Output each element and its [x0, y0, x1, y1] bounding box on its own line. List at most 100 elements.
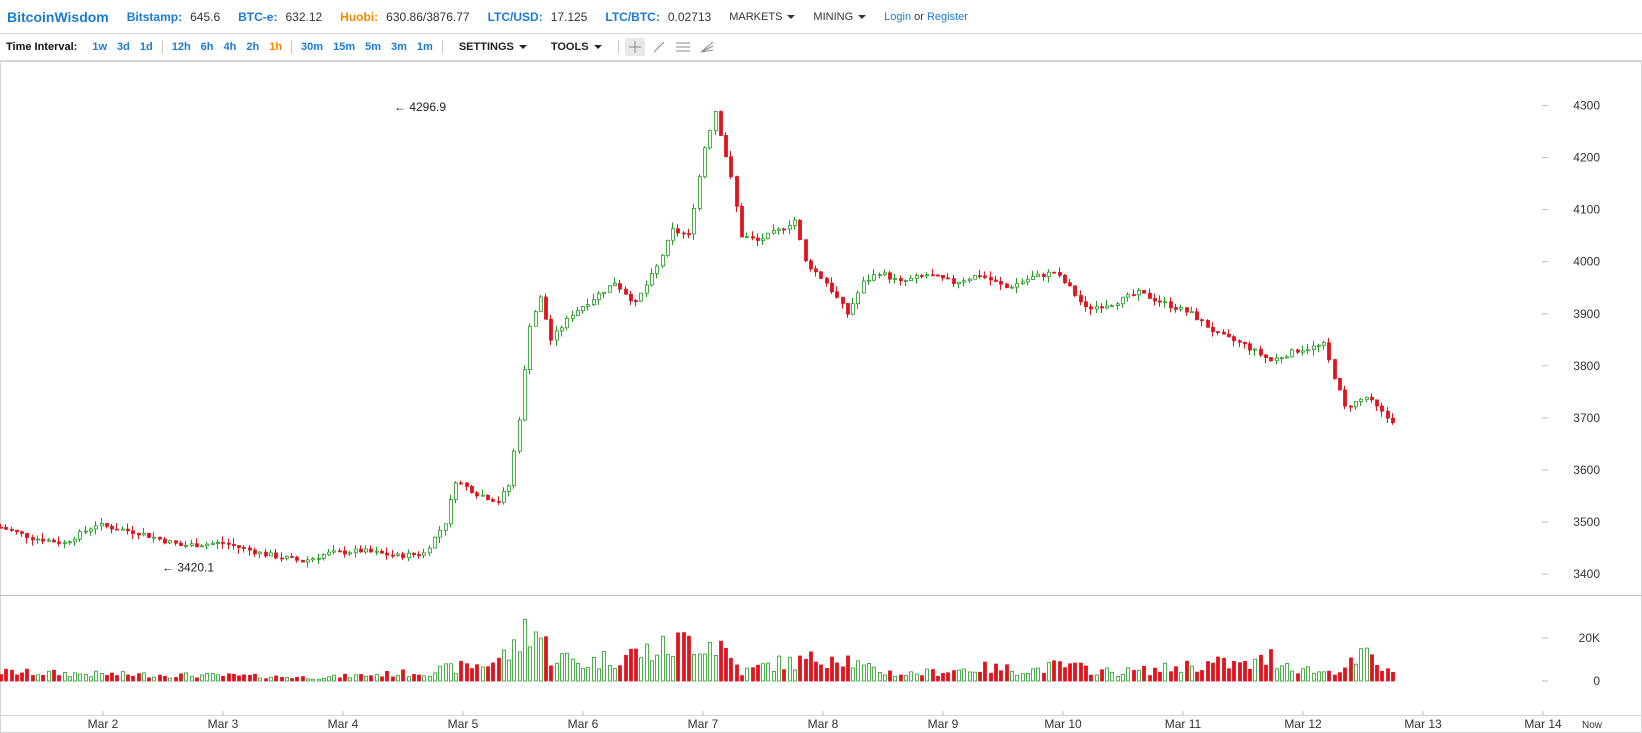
- candle-body: [788, 225, 792, 230]
- candle-body: [581, 306, 585, 312]
- candle-body: [1142, 289, 1146, 294]
- candle-body: [301, 559, 305, 563]
- horizontal-lines-icon[interactable]: [673, 38, 693, 56]
- candle-body: [756, 237, 760, 241]
- ticker-item[interactable]: Huobi: 630.86/3876.77: [340, 10, 469, 24]
- candle-body: [851, 303, 855, 315]
- tools-menu[interactable]: TOOLS: [551, 41, 602, 53]
- volume-bar: [804, 658, 808, 682]
- interval-1m[interactable]: 1m: [416, 41, 433, 53]
- candle-body: [708, 130, 712, 149]
- crosshair-icon[interactable]: [624, 38, 645, 56]
- volume-bar: [1036, 667, 1040, 682]
- volume-bar: [205, 672, 209, 682]
- volume-bar: [629, 648, 633, 682]
- candle-body: [0, 526, 3, 529]
- volume-bar: [1275, 668, 1279, 682]
- volume-bar: [968, 671, 972, 682]
- interval-1h[interactable]: 1h: [269, 41, 283, 53]
- brand-logo[interactable]: BitcoinWisdom: [7, 8, 109, 25]
- volume-bar: [1158, 671, 1162, 682]
- candle-body: [269, 552, 273, 557]
- candle-body: [31, 537, 35, 541]
- candle-body: [152, 536, 156, 539]
- interval-1d[interactable]: 1d: [139, 41, 153, 53]
- login-link[interactable]: Login: [884, 10, 912, 23]
- fibonacci-fan-icon[interactable]: [697, 38, 717, 56]
- candle-body: [407, 552, 411, 559]
- ticker-item[interactable]: Bitstamp: 645.6: [127, 10, 220, 24]
- markets-menu[interactable]: MARKETS: [729, 11, 796, 23]
- interval-12h[interactable]: 12h: [171, 41, 191, 53]
- candle-body: [1010, 286, 1014, 289]
- candle-body: [396, 553, 400, 556]
- volume-bar: [1021, 673, 1025, 682]
- volume-bar: [507, 659, 511, 682]
- interval-1w[interactable]: 1w: [92, 41, 108, 53]
- volume-bar: [624, 654, 628, 682]
- x-tick-label: Mar 10: [1044, 717, 1082, 731]
- candle-body: [1126, 294, 1130, 298]
- candle-body: [227, 542, 231, 545]
- volume-bar: [1084, 665, 1088, 682]
- volume-bar: [1296, 673, 1300, 682]
- candle-body: [470, 486, 474, 494]
- volume-bar: [639, 657, 643, 682]
- candle-body: [57, 541, 61, 544]
- candle-body: [655, 265, 659, 274]
- volume-bar: [322, 678, 326, 682]
- annotations-layer: ← 4296.9 ← 3420.1: [162, 100, 446, 575]
- volume-bar: [52, 669, 56, 682]
- y-tick-label: 3900: [1573, 307, 1600, 321]
- candle-body: [84, 530, 88, 533]
- volume-bar: [973, 671, 977, 682]
- candle-body: [1015, 283, 1019, 288]
- price-chart[interactable]: 4300 4200 4100 4000 3900 3800 3700 3600 3500 3400…: [0, 61, 1642, 733]
- interval-30m[interactable]: 30m: [301, 41, 324, 53]
- interval-4h[interactable]: 4h: [223, 41, 237, 53]
- ticker-item[interactable]: LTC/BTC: 0.02713: [605, 10, 711, 24]
- candle-body: [751, 236, 755, 239]
- interval-3d[interactable]: 3d: [117, 41, 130, 53]
- settings-menu[interactable]: SETTINGS: [459, 41, 527, 53]
- candle-body: [47, 539, 51, 542]
- volume-bar: [1391, 672, 1395, 682]
- volume-bar: [338, 677, 342, 682]
- candle-body: [1280, 357, 1284, 360]
- candle-body: [946, 277, 950, 280]
- register-link[interactable]: Register: [926, 10, 968, 23]
- line-tool-icon[interactable]: [649, 38, 669, 56]
- x-tick-label: Mar 8: [808, 717, 839, 731]
- volume-bar: [1349, 657, 1353, 682]
- candle-body: [899, 278, 903, 282]
- candle-body: [804, 239, 808, 262]
- volume-bar: [1026, 673, 1030, 682]
- volume-bar: [1232, 661, 1236, 682]
- ticker-item[interactable]: LTC/USD: 17.125: [488, 10, 588, 24]
- interval-3m[interactable]: 3m: [391, 41, 407, 53]
- x-tick-label: Now: [1582, 720, 1603, 731]
- volume-bar: [978, 671, 982, 682]
- interval-15m[interactable]: 15m: [333, 41, 356, 53]
- mining-menu[interactable]: MINING: [813, 11, 867, 23]
- interval-5m[interactable]: 5m: [365, 41, 382, 53]
- volume-bar: [1015, 674, 1019, 682]
- chevron-down-icon: [858, 14, 867, 19]
- ticker-item[interactable]: BTC-e: 632.12: [238, 10, 322, 24]
- candle-body: [15, 529, 19, 533]
- candle-body: [1391, 417, 1395, 424]
- volume-bar: [899, 674, 903, 682]
- volume-bar: [264, 678, 268, 682]
- volume-bar: [777, 655, 781, 682]
- volume-bar: [407, 676, 411, 682]
- interval-6h[interactable]: 6h: [200, 41, 214, 53]
- candle-body: [1232, 336, 1236, 342]
- interval-2h[interactable]: 2h: [246, 41, 260, 53]
- volume-bar: [94, 670, 98, 682]
- candle-body: [809, 260, 813, 270]
- candle-body: [41, 538, 45, 542]
- volume-bar: [295, 676, 299, 682]
- candle-body: [1275, 357, 1279, 362]
- candle-body: [872, 274, 876, 281]
- volume-bar: [692, 654, 696, 682]
